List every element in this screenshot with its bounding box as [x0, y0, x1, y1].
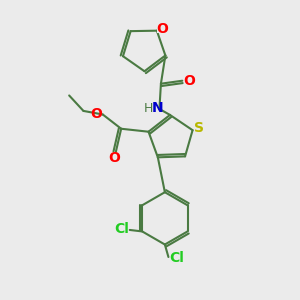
Bar [170, 254, 183, 262]
Text: O: O [108, 152, 120, 166]
Bar [184, 76, 194, 85]
Bar [195, 124, 204, 132]
Bar [110, 154, 119, 163]
Bar [158, 25, 167, 33]
Text: Cl: Cl [169, 250, 184, 265]
Text: O: O [156, 22, 168, 36]
Text: O: O [90, 107, 102, 122]
Text: H: H [143, 102, 153, 115]
Text: O: O [183, 74, 195, 88]
Text: S: S [194, 122, 204, 135]
Bar [115, 225, 128, 233]
Text: N: N [152, 101, 164, 115]
Bar [92, 111, 101, 118]
Bar [140, 104, 156, 112]
Text: Cl: Cl [114, 222, 129, 236]
